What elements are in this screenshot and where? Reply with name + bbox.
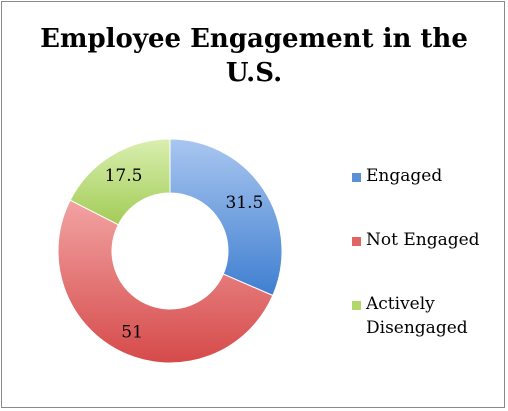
legend-label-engaged: Engaged bbox=[366, 166, 443, 186]
slice-engaged bbox=[169, 138, 283, 297]
legend-swatch-not-engaged bbox=[352, 237, 361, 246]
slice-actively-disengaged bbox=[69, 138, 171, 226]
chart-slices bbox=[57, 138, 283, 364]
chart-title-line-1: Employee Engagement in the bbox=[40, 24, 468, 54]
legend-label-actively-disengaged: Actively Disengaged bbox=[366, 294, 468, 338]
legend-swatch-actively-disengaged bbox=[352, 301, 361, 310]
data-label-engaged: 31.5 bbox=[225, 193, 263, 213]
data-label-actively-disengaged: 17.5 bbox=[105, 166, 143, 186]
slice-not-engaged bbox=[57, 199, 274, 364]
legend-label-not-engaged: Not Engaged bbox=[366, 230, 480, 250]
data-label-not-engaged: 51 bbox=[121, 323, 143, 343]
legend-swatch-engaged bbox=[352, 173, 361, 182]
chart-title-line-2: U.S. bbox=[225, 58, 283, 88]
chart-title: Employee Engagement in the U.S. bbox=[0, 22, 508, 90]
chart-data-labels: 31.5 51 17.5 bbox=[105, 166, 264, 342]
